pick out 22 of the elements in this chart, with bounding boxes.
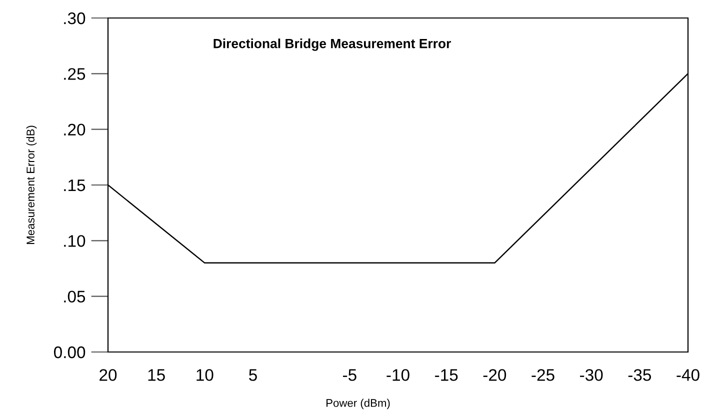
x-tick-label: -40	[676, 369, 700, 381]
y-tick-label: .30	[64, 12, 86, 24]
x-tick-label: -25	[532, 369, 554, 381]
x-tick-label: 20	[100, 369, 117, 381]
x-tick-label: -20	[483, 369, 506, 381]
y-tick-label: .20	[64, 124, 86, 136]
y-axis-title: Measurement Error (dB)	[26, 126, 37, 244]
x-tick-label: 5	[249, 369, 257, 381]
y-tick-label: 0.00	[54, 346, 86, 358]
x-axis-title: Power (dBm)	[326, 398, 390, 410]
y-tick-label: .10	[64, 235, 86, 247]
y-tick-label: .15	[64, 180, 86, 192]
x-tick-label: -15	[435, 369, 458, 381]
text: Directional Bridge Measurement Error	[214, 38, 451, 51]
x-tick-label: 10	[196, 369, 214, 381]
y-tick-label: .25	[64, 68, 86, 80]
x-tick-label: -30	[580, 369, 603, 381]
x-tick-label: 15	[148, 369, 165, 381]
x-tick-label: -5	[342, 369, 356, 381]
x-tick-label: -35	[628, 369, 652, 381]
y-tick-label: .05	[64, 290, 86, 303]
x-tick-label: -10	[386, 369, 410, 381]
